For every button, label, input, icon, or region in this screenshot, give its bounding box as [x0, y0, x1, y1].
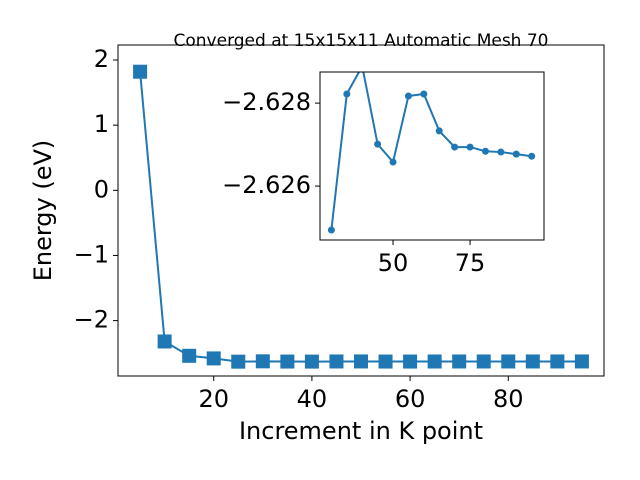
- marker: [501, 354, 516, 369]
- marker: [255, 354, 270, 369]
- plot-area: [320, 72, 544, 240]
- marker: [157, 334, 172, 349]
- marker: [182, 348, 197, 363]
- marker: [327, 226, 335, 234]
- y-tick-label: 2: [94, 45, 109, 73]
- marker: [420, 90, 428, 98]
- marker: [466, 143, 474, 151]
- marker: [528, 152, 536, 160]
- y-tick-label: −1: [74, 240, 109, 268]
- marker: [404, 92, 412, 100]
- marker: [512, 150, 520, 158]
- y-tick-label: 0: [94, 175, 109, 203]
- marker: [427, 354, 442, 369]
- marker: [403, 354, 418, 369]
- plot-layer: [327, 72, 536, 234]
- x-tick-label: 50: [378, 249, 409, 277]
- marker: [329, 354, 344, 369]
- x-tick-label: 20: [198, 385, 229, 413]
- x-tick-label: 80: [493, 385, 524, 413]
- y-tick-label: −2: [74, 306, 109, 334]
- marker: [133, 64, 148, 79]
- marker: [389, 158, 397, 166]
- marker: [476, 354, 491, 369]
- marker: [304, 354, 319, 369]
- marker: [435, 127, 443, 135]
- plot-layer: [133, 64, 589, 369]
- axes-frame: [117, 44, 605, 377]
- marker: [550, 354, 565, 369]
- marker: [481, 147, 489, 155]
- marker: [374, 140, 382, 148]
- marker: [343, 90, 351, 98]
- y-tick-label: 1: [94, 110, 109, 138]
- marker: [497, 148, 505, 156]
- x-tick-label: 60: [395, 385, 426, 413]
- chart-title: Converged at 15x15x11 Automatic Mesh 70: [174, 31, 549, 51]
- marker: [452, 354, 467, 369]
- y-tick-label: −2.628: [222, 88, 311, 116]
- y-tick-label: −2.626: [222, 171, 311, 199]
- axes-frame: [319, 71, 545, 241]
- marker: [574, 354, 589, 369]
- marker: [451, 143, 459, 151]
- marker: [280, 354, 295, 369]
- marker: [231, 354, 246, 369]
- marker: [354, 354, 368, 369]
- marker: [206, 351, 221, 366]
- marker: [525, 354, 540, 369]
- marker: [378, 354, 393, 369]
- x-tick-label: 75: [455, 249, 486, 277]
- x-tick-label: 40: [297, 385, 328, 413]
- y-axis-label: Energy (eV): [29, 140, 57, 282]
- x-axis-label: Increment in K point: [239, 417, 483, 445]
